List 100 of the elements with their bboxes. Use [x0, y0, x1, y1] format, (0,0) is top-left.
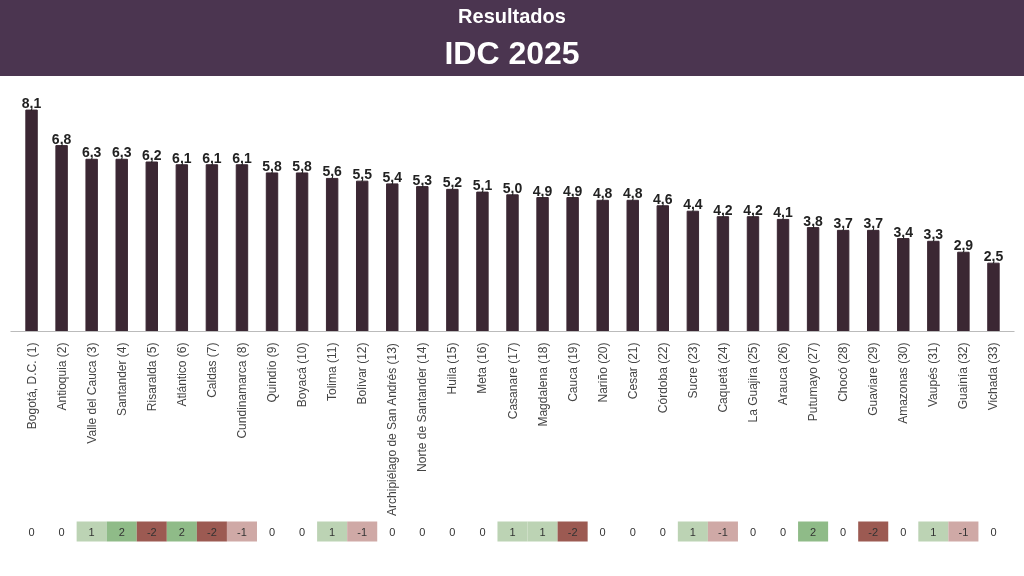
- text: 1: [88, 525, 95, 538]
- bar: [265, 172, 279, 332]
- x-tick-label: Putumayo (27): [806, 342, 821, 422]
- text: 1: [689, 525, 696, 538]
- bar: [746, 216, 760, 332]
- bar: [867, 229, 880, 332]
- data-label: 4,9: [562, 182, 583, 199]
- x-tick-label: Casanare (17): [505, 342, 520, 420]
- x-tick-label: Cundinamarca (8): [234, 342, 249, 439]
- data-label: 4,1: [773, 204, 793, 221]
- bar: [987, 262, 1000, 332]
- x-tick-label: Tolima (11): [325, 342, 340, 401]
- text: 0: [599, 525, 606, 538]
- text: -2: [146, 525, 157, 538]
- data-label: 6,1: [172, 149, 192, 166]
- bar: [55, 145, 68, 332]
- bar: [386, 183, 399, 332]
- x-tick-label: Valle del Cauca (3): [84, 342, 99, 444]
- data-label: 5,8: [292, 157, 313, 174]
- data-label: 5,2: [442, 174, 463, 191]
- text: -2: [567, 525, 578, 538]
- text: 1: [930, 525, 937, 538]
- bar: [476, 191, 489, 332]
- data-label: 4,6: [653, 190, 673, 207]
- bar: [626, 199, 639, 332]
- x-tick-label: Magdalena (18): [535, 342, 550, 427]
- text: 0: [389, 525, 396, 538]
- data-label: 6,3: [111, 144, 132, 161]
- bar: [566, 197, 579, 332]
- data-label: 4,4: [683, 196, 703, 213]
- data-label: 2,5: [983, 248, 1004, 265]
- x-tick-label: Meta (16): [475, 342, 490, 394]
- data-label: 8,1: [21, 95, 42, 112]
- bar: [927, 240, 940, 332]
- bar: [836, 229, 850, 332]
- bar: [355, 180, 369, 332]
- bar: [686, 210, 700, 332]
- bar: [957, 251, 970, 332]
- text: -2: [207, 525, 217, 538]
- data-label: 3,7: [863, 215, 884, 232]
- bar: [205, 164, 219, 332]
- bar: [806, 227, 820, 332]
- bar: [536, 197, 549, 332]
- bar: [25, 109, 38, 332]
- x-tick-label: Cauca (19): [565, 342, 580, 402]
- x-tick-label: Norte de Santander (14): [415, 342, 430, 472]
- x-tick-label: Bogotá, D.C. (1): [24, 342, 39, 430]
- text: -1: [357, 525, 368, 538]
- bar: [115, 158, 128, 332]
- data-label: 6,2: [142, 147, 162, 164]
- x-tick-label: Guainía (32): [956, 342, 971, 410]
- text: 0: [28, 525, 35, 538]
- x-tick-label: Archipiélago de San Andrés (13): [385, 343, 400, 516]
- text: 0: [749, 525, 757, 538]
- text: 0: [900, 525, 907, 538]
- bar: [596, 199, 609, 332]
- data-label: 6,8: [51, 130, 72, 147]
- data-label: 3,3: [923, 226, 944, 243]
- x-tick-label: Amazonas (30): [896, 342, 911, 424]
- bar: [295, 172, 309, 332]
- x-tick-label: Santander (4): [114, 342, 129, 416]
- x-tick-label: Nariño (20): [595, 342, 610, 403]
- text: -1: [237, 525, 247, 538]
- bar: [897, 238, 910, 332]
- bar: [235, 164, 249, 332]
- text: 0: [990, 525, 997, 538]
- x-tick-label: Caquetá (24): [715, 342, 730, 413]
- data-label: 5,8: [262, 157, 282, 174]
- x-tick-label: Risaralda (5): [144, 342, 159, 412]
- text: 1: [509, 525, 516, 538]
- text: 0: [779, 525, 787, 538]
- text: -1: [958, 525, 969, 538]
- data-label: 4,9: [532, 182, 553, 199]
- bar: [85, 158, 98, 332]
- bar: [416, 186, 429, 332]
- bar: [325, 177, 339, 332]
- x-tick-label: Cesar (21): [625, 342, 640, 400]
- x-tick-label: Bolívar (12): [355, 342, 370, 405]
- text: 0: [268, 525, 276, 538]
- data-label: 6,1: [232, 149, 252, 166]
- data-label: 5,3: [412, 171, 433, 188]
- text: 1: [539, 525, 546, 538]
- x-tick-label: Antioquia (2): [54, 342, 69, 411]
- data-label: 5,0: [502, 179, 523, 196]
- bar: [446, 188, 459, 332]
- data-label: 6,3: [81, 144, 102, 161]
- chart-title: IDC 2025: [443, 33, 581, 73]
- bar: [175, 164, 189, 332]
- text: 0: [840, 525, 847, 538]
- bar: [506, 194, 519, 332]
- data-label: 3,7: [833, 215, 854, 232]
- x-tick-label: Arauca (26): [776, 342, 791, 406]
- data-label: 4,8: [592, 185, 613, 202]
- data-label: 2,9: [953, 237, 974, 254]
- x-tick-label: Guaviare (29): [866, 342, 881, 416]
- bar: [145, 161, 158, 332]
- text: 0: [299, 525, 306, 538]
- text: 2: [118, 525, 125, 538]
- text: 0: [419, 525, 426, 538]
- data-label: 4,2: [713, 201, 733, 218]
